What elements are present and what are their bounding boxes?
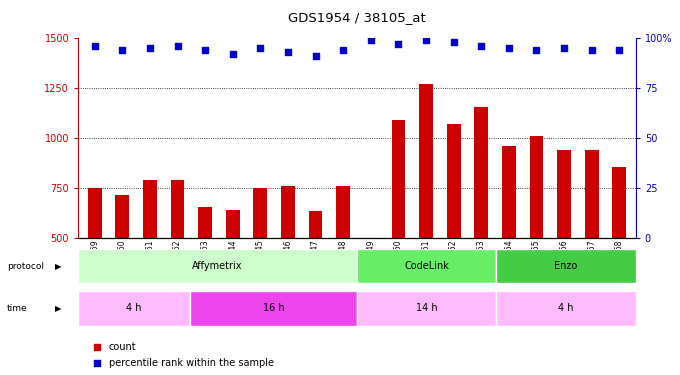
Bar — [502, 146, 515, 238]
Bar — [475, 107, 488, 238]
Bar — [78, 291, 190, 326]
Bar — [171, 180, 184, 238]
Bar — [281, 186, 295, 238]
Point — [92, 344, 103, 350]
Text: protocol: protocol — [7, 262, 44, 271]
Bar — [78, 249, 357, 283]
Point — [476, 42, 487, 48]
Point — [393, 40, 404, 46]
Bar — [357, 291, 496, 326]
Bar — [116, 195, 129, 238]
Point — [92, 360, 103, 366]
Bar — [585, 150, 598, 238]
Text: 16 h: 16 h — [262, 303, 284, 313]
Bar — [88, 188, 102, 238]
Bar — [612, 167, 626, 238]
Bar — [309, 211, 322, 238]
Text: ▶: ▶ — [54, 262, 61, 271]
Point — [338, 46, 349, 53]
Point — [531, 46, 542, 53]
Text: CodeLink: CodeLink — [405, 261, 449, 271]
Point — [448, 39, 459, 45]
Text: 14 h: 14 h — [416, 303, 437, 313]
Bar — [199, 207, 212, 238]
Point — [117, 46, 128, 53]
Point — [310, 53, 321, 58]
Text: 4 h: 4 h — [126, 303, 141, 313]
Point — [365, 36, 376, 42]
Bar — [143, 180, 157, 238]
Point — [420, 36, 431, 42]
Bar — [254, 188, 267, 238]
Point — [558, 45, 569, 51]
Point — [503, 45, 514, 51]
Point — [283, 48, 294, 54]
Bar — [530, 136, 543, 238]
Bar — [557, 150, 571, 238]
Bar — [226, 210, 239, 238]
Point — [89, 42, 100, 48]
Text: Affymetrix: Affymetrix — [192, 261, 243, 271]
Text: percentile rank within the sample: percentile rank within the sample — [109, 358, 274, 368]
Bar — [419, 84, 433, 238]
Bar — [392, 120, 405, 238]
Text: GDS1954 / 38105_at: GDS1954 / 38105_at — [288, 11, 426, 24]
Point — [172, 42, 183, 48]
Text: count: count — [109, 342, 137, 352]
Point — [227, 51, 238, 57]
Bar — [447, 124, 460, 238]
Bar — [357, 249, 496, 283]
Point — [586, 46, 597, 53]
Text: Enzo: Enzo — [554, 261, 578, 271]
Point — [255, 45, 266, 51]
Point — [200, 46, 211, 53]
Point — [145, 45, 156, 51]
Bar — [496, 291, 636, 326]
Bar — [190, 291, 357, 326]
Bar — [496, 249, 636, 283]
Text: ▶: ▶ — [54, 304, 61, 313]
Text: 4 h: 4 h — [558, 303, 574, 313]
Text: time: time — [7, 304, 27, 313]
Bar — [337, 186, 350, 238]
Point — [614, 46, 625, 53]
